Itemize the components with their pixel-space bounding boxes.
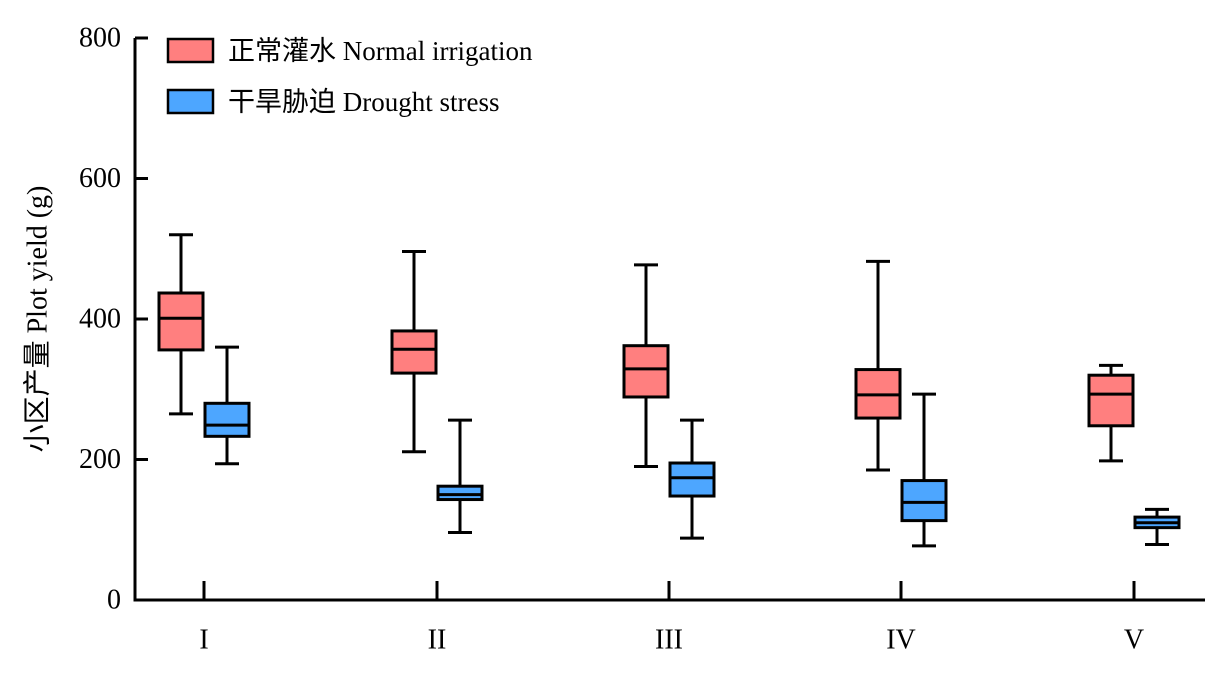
legend-swatch-drought bbox=[166, 88, 215, 115]
y-ticks: 0 200 400 600 800 bbox=[79, 23, 148, 616]
x-tick-label: II bbox=[428, 625, 447, 656]
box-plots bbox=[157, 233, 1181, 548]
legend-label-drought: 干旱胁迫 Drought stress bbox=[228, 87, 500, 117]
box-iqr bbox=[668, 461, 716, 498]
box-plot bbox=[1133, 507, 1181, 547]
x-ticks: I II III IV V bbox=[199, 581, 1144, 656]
box-plot bbox=[436, 418, 484, 535]
x-tick-label: V bbox=[1124, 625, 1144, 656]
y-tick-label: 0 bbox=[107, 585, 121, 616]
x-tick-label: III bbox=[655, 625, 683, 656]
y-tick-label: 200 bbox=[79, 444, 121, 475]
box-iqr bbox=[622, 344, 670, 399]
box-plot bbox=[854, 259, 902, 472]
box-plot bbox=[390, 250, 438, 454]
legend-label-normal: 正常灌水 Normal irrigation bbox=[228, 36, 533, 66]
y-tick-label: 800 bbox=[79, 23, 121, 54]
box-iqr bbox=[1087, 373, 1135, 428]
box-iqr bbox=[157, 291, 205, 352]
box-iqr bbox=[900, 479, 948, 523]
axes bbox=[133, 38, 1205, 602]
y-axis-label: 小区产量 Plot yield (g) bbox=[22, 186, 54, 453]
box-plot bbox=[157, 233, 205, 416]
box-iqr bbox=[203, 401, 251, 438]
box-plot bbox=[203, 345, 251, 466]
box-plot bbox=[622, 263, 670, 469]
legend-swatch-normal bbox=[166, 37, 215, 64]
box-plot bbox=[1087, 363, 1135, 463]
x-tick-label: IV bbox=[886, 625, 916, 656]
box-iqr bbox=[390, 329, 438, 375]
y-tick-label: 600 bbox=[79, 163, 121, 194]
box-plot bbox=[900, 392, 948, 548]
x-tick-label: I bbox=[199, 625, 208, 656]
legend: 正常灌水 Normal irrigation 干旱胁迫 Drought stre… bbox=[166, 36, 533, 117]
box-plot bbox=[668, 418, 716, 540]
box-iqr bbox=[436, 484, 484, 502]
y-tick-label: 400 bbox=[79, 304, 121, 335]
